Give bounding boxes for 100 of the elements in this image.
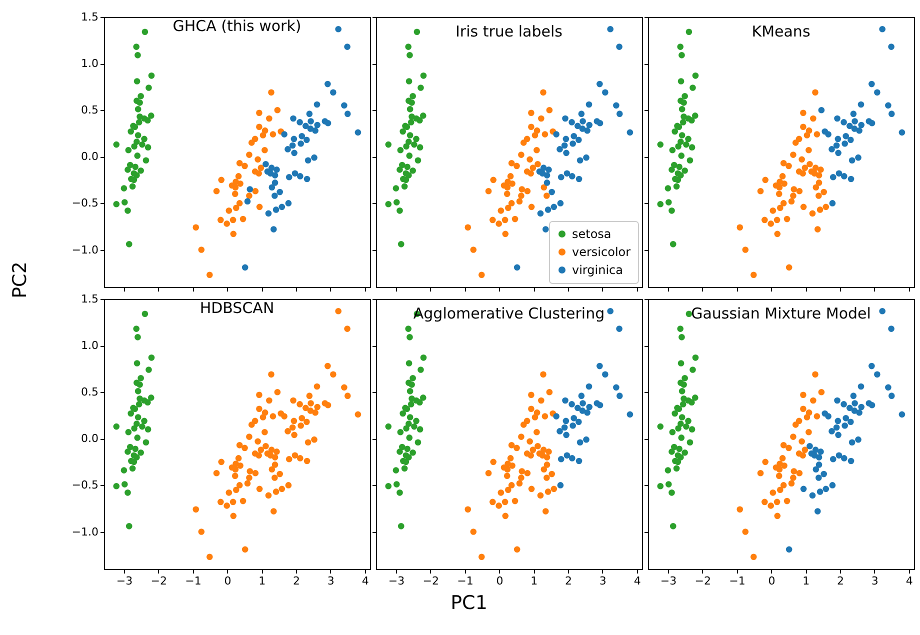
point <box>682 92 688 100</box>
point <box>584 409 590 416</box>
point <box>578 110 585 117</box>
legend-label: setosa <box>572 227 612 241</box>
point <box>574 122 581 130</box>
x-tick-label: −3 <box>388 574 405 588</box>
x-tick-label: −3 <box>116 574 133 588</box>
point <box>344 44 350 50</box>
point <box>411 423 418 430</box>
point <box>688 144 696 150</box>
point <box>354 129 362 136</box>
point <box>616 44 622 50</box>
point <box>686 28 692 36</box>
point <box>252 188 259 194</box>
point <box>496 502 502 509</box>
point <box>668 208 675 214</box>
point <box>668 490 675 496</box>
point <box>814 508 821 514</box>
point <box>148 72 155 79</box>
point <box>418 84 424 91</box>
point <box>776 486 784 494</box>
point <box>692 72 699 79</box>
point <box>812 371 818 378</box>
point <box>736 224 744 231</box>
point <box>289 142 296 149</box>
point <box>770 208 776 214</box>
point <box>141 397 148 404</box>
point <box>246 192 252 199</box>
point <box>562 418 570 424</box>
point <box>855 436 862 443</box>
point <box>692 394 698 401</box>
chart-title: KMeans <box>752 22 810 40</box>
point <box>776 204 784 212</box>
point <box>304 136 310 144</box>
point <box>836 170 842 177</box>
point <box>806 146 812 154</box>
point <box>125 146 132 154</box>
point <box>134 434 141 441</box>
point <box>570 422 576 429</box>
point <box>413 136 420 142</box>
point <box>113 141 120 148</box>
x-tick-label: −2 <box>150 574 167 588</box>
point <box>816 474 822 481</box>
point <box>507 455 514 462</box>
point <box>260 132 266 138</box>
point <box>840 455 848 462</box>
point <box>504 190 510 198</box>
point <box>542 508 549 514</box>
point <box>396 448 403 455</box>
point <box>296 173 304 180</box>
point <box>509 180 516 187</box>
point <box>742 528 749 535</box>
point <box>776 472 782 480</box>
point <box>678 334 685 340</box>
point <box>556 428 563 434</box>
x-tick-label: 4 <box>634 574 641 588</box>
point <box>246 186 254 192</box>
point <box>568 455 576 462</box>
point <box>868 362 875 370</box>
point <box>781 462 788 469</box>
point <box>822 410 828 417</box>
point <box>779 173 786 180</box>
point <box>290 115 296 122</box>
point <box>420 394 426 401</box>
point <box>276 188 284 196</box>
point <box>574 404 581 412</box>
point <box>657 482 664 490</box>
point <box>686 439 694 446</box>
point <box>570 415 578 422</box>
point <box>134 138 140 145</box>
point <box>856 127 862 134</box>
point <box>780 482 787 488</box>
point <box>586 404 593 410</box>
point <box>786 444 792 452</box>
point <box>806 442 813 450</box>
point <box>682 167 688 174</box>
point <box>678 388 686 394</box>
point <box>563 150 570 156</box>
point <box>553 413 560 420</box>
point <box>540 89 546 96</box>
point <box>850 110 857 117</box>
point <box>530 164 536 171</box>
point <box>616 392 623 399</box>
point <box>673 465 680 472</box>
point <box>507 173 514 180</box>
point <box>829 482 836 488</box>
point <box>670 523 676 530</box>
point <box>664 467 672 474</box>
point <box>242 162 248 170</box>
point <box>126 444 134 450</box>
point <box>898 411 906 418</box>
point <box>130 176 138 184</box>
point <box>402 176 410 184</box>
point <box>788 198 795 204</box>
point <box>576 136 582 144</box>
point <box>268 184 276 191</box>
point <box>564 170 570 177</box>
point <box>385 141 392 148</box>
point <box>561 424 568 431</box>
point <box>128 128 134 135</box>
